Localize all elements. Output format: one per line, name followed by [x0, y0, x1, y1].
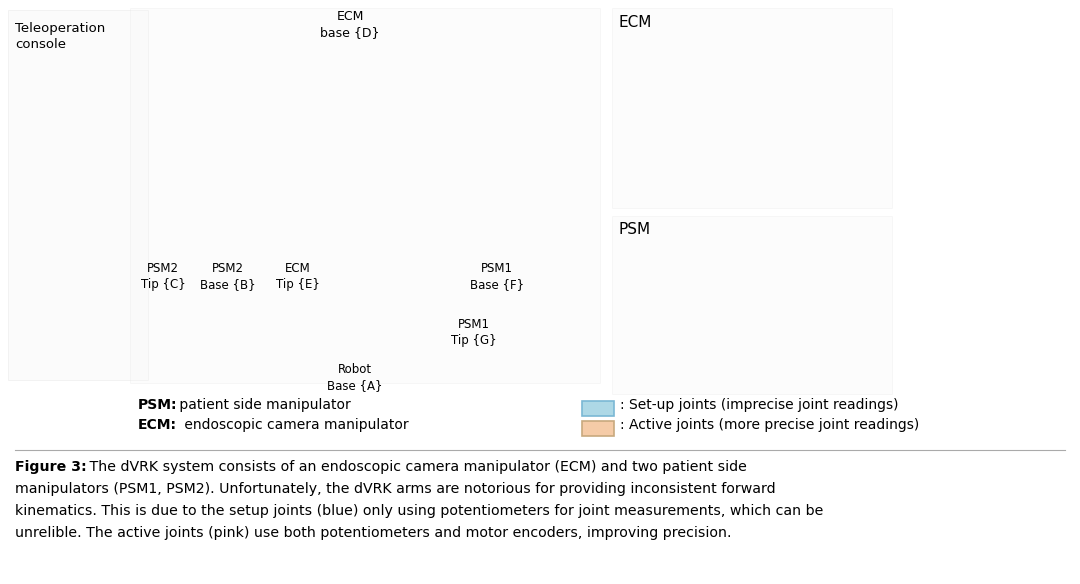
- Text: ECM: ECM: [618, 15, 651, 30]
- Text: unrelible. The active joints (pink) use both potentiometers and motor encoders, : unrelible. The active joints (pink) use …: [15, 526, 731, 540]
- Text: patient side manipulator: patient side manipulator: [175, 398, 351, 412]
- Text: Robot
Base {A}: Robot Base {A}: [327, 363, 382, 392]
- Text: PSM2
Tip {C}: PSM2 Tip {C}: [140, 262, 186, 291]
- Text: Figure 3:: Figure 3:: [15, 460, 86, 474]
- Text: endoscopic camera manipulator: endoscopic camera manipulator: [180, 418, 408, 432]
- Text: kinematics. This is due to the setup joints (blue) only using potentiometers for: kinematics. This is due to the setup joi…: [15, 504, 823, 518]
- Bar: [582, 401, 615, 416]
- Text: ECM
base {D}: ECM base {D}: [321, 10, 380, 39]
- Text: Teleoperation
console: Teleoperation console: [15, 22, 105, 51]
- Text: PSM1
Tip {G}: PSM1 Tip {G}: [451, 318, 497, 347]
- Text: : Set-up joints (imprecise joint readings): : Set-up joints (imprecise joint reading…: [620, 398, 899, 412]
- Bar: [130, 8, 600, 383]
- Text: PSM1
Base {F}: PSM1 Base {F}: [470, 262, 524, 291]
- Text: The dVRK system consists of an endoscopic camera manipulator (ECM) and two patie: The dVRK system consists of an endoscopi…: [85, 460, 747, 474]
- Text: : Active joints (more precise joint readings): : Active joints (more precise joint read…: [620, 418, 919, 432]
- Bar: [612, 8, 892, 208]
- Text: PSM2
Base {B}: PSM2 Base {B}: [200, 262, 256, 291]
- Text: PSM:: PSM:: [138, 398, 177, 412]
- Text: ECM:: ECM:: [138, 418, 177, 432]
- Text: PSM: PSM: [618, 222, 650, 237]
- Text: manipulators (PSM1, PSM2). Unfortunately, the dVRK arms are notorious for provid: manipulators (PSM1, PSM2). Unfortunately…: [15, 482, 775, 496]
- Text: ECM
Tip {E}: ECM Tip {E}: [276, 262, 320, 291]
- Bar: [612, 216, 892, 394]
- Bar: [8, 10, 148, 380]
- Bar: [582, 421, 615, 436]
